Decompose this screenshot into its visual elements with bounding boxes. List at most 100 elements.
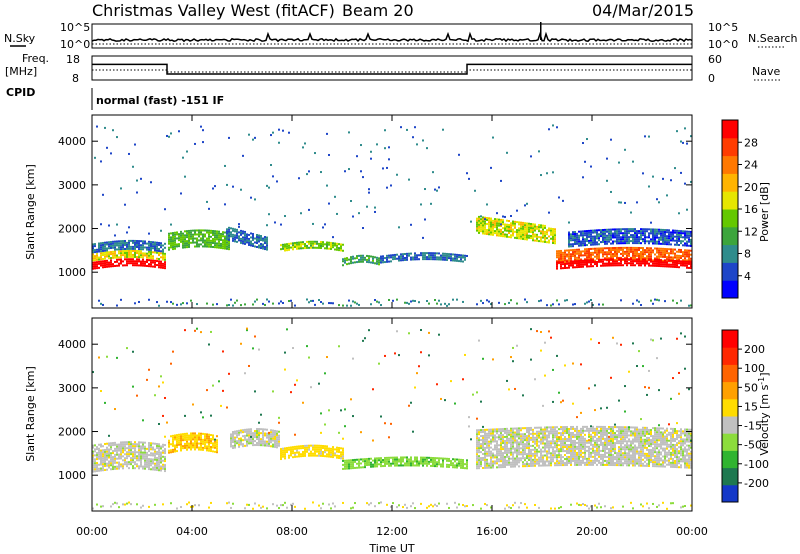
ground-scatter xyxy=(368,503,370,506)
heatmap-cell xyxy=(666,235,668,238)
ground-scatter xyxy=(232,304,234,307)
heatmap-cell xyxy=(480,463,482,466)
ground-scatter xyxy=(556,299,558,302)
heatmap-cell xyxy=(548,235,550,238)
heatmap-scatter xyxy=(390,422,392,425)
heatmap-cell xyxy=(362,260,364,263)
heatmap-cell xyxy=(640,257,642,260)
heatmap-cell xyxy=(130,463,132,466)
heatmap-cell xyxy=(686,259,688,262)
heatmap-cell xyxy=(232,435,234,438)
heatmap-cell xyxy=(434,258,436,261)
heatmap-cell xyxy=(108,245,110,248)
heatmap-cell xyxy=(660,232,662,235)
heatmap-cell xyxy=(570,253,572,256)
ground-scatter xyxy=(560,506,562,509)
heatmap-cell xyxy=(164,458,166,461)
heatmap-cell xyxy=(236,234,238,237)
ground-scatter xyxy=(284,501,286,504)
heatmap-cell xyxy=(168,242,170,245)
heatmap-cell xyxy=(256,246,258,249)
heatmap-cell xyxy=(134,461,136,464)
heatmap-cell xyxy=(544,426,546,429)
ground-scatter xyxy=(464,505,466,508)
heatmap-cell xyxy=(128,247,130,250)
heatmap-cell xyxy=(562,432,564,435)
heatmap-scatter xyxy=(374,210,376,213)
heatmap-cell xyxy=(180,240,182,243)
heatmap-cell xyxy=(540,426,542,429)
heatmap-cell xyxy=(532,432,534,435)
heatmap-scatter xyxy=(170,362,172,365)
heatmap-cell xyxy=(480,431,482,434)
heatmap-cell xyxy=(580,254,582,257)
heatmap-cell xyxy=(344,259,346,262)
heatmap-cell xyxy=(164,456,166,459)
heatmap-cell xyxy=(500,440,502,443)
heatmap-cell xyxy=(664,231,666,234)
heatmap-scatter xyxy=(302,401,304,404)
heatmap-cell xyxy=(278,436,280,439)
heatmap-cell xyxy=(138,242,140,245)
heatmap-cell xyxy=(514,433,516,436)
heatmap-cell xyxy=(664,233,666,236)
heatmap-cell xyxy=(344,257,346,260)
heatmap-cell xyxy=(218,230,220,233)
heatmap-cell xyxy=(558,452,560,455)
heatmap-scatter xyxy=(442,128,444,131)
power-heatmap xyxy=(92,124,692,307)
heatmap-cell xyxy=(556,450,558,453)
heatmap-cell xyxy=(684,232,686,235)
heatmap-cell xyxy=(546,446,548,449)
heatmap-cell xyxy=(248,436,250,439)
heatmap-cell xyxy=(114,242,116,245)
heatmap-cell xyxy=(146,465,148,468)
heatmap-cell xyxy=(118,264,120,267)
ground-scatter xyxy=(378,301,380,304)
heatmap-cell xyxy=(272,435,274,438)
heatmap-cell xyxy=(152,243,154,246)
heatmap-scatter xyxy=(398,226,400,229)
heatmap-cell xyxy=(542,234,544,237)
heatmap-cell xyxy=(114,254,116,257)
heatmap-cell xyxy=(400,462,402,465)
heatmap-scatter xyxy=(240,188,242,191)
heatmap-cell xyxy=(148,246,150,249)
heatmap-cell xyxy=(206,447,208,450)
heatmap-scatter xyxy=(548,128,550,131)
heatmap-scatter xyxy=(372,439,374,442)
heatmap-cell xyxy=(246,434,248,437)
heatmap-cell xyxy=(92,454,94,457)
heatmap-cell xyxy=(228,248,230,251)
heatmap-cell xyxy=(586,234,588,237)
heatmap-cell xyxy=(142,445,144,448)
heatmap-cell xyxy=(476,467,478,470)
heatmap-cell xyxy=(160,467,162,470)
heatmap-cell xyxy=(578,248,580,251)
heatmap-cell xyxy=(492,231,494,234)
heatmap-cell xyxy=(688,244,690,247)
heatmap-cell xyxy=(232,229,234,232)
heatmap-cell xyxy=(582,236,584,239)
heatmap-cell xyxy=(510,222,512,225)
heatmap-cell xyxy=(178,235,180,238)
heatmap-cell xyxy=(672,229,674,232)
heatmap-cell xyxy=(506,453,508,456)
heatmap-cell xyxy=(492,434,494,437)
heatmap-scatter xyxy=(470,220,472,223)
heatmap-cell xyxy=(650,260,652,263)
heatmap-cell xyxy=(654,262,656,265)
heatmap-scatter xyxy=(408,178,410,181)
heatmap-cell xyxy=(382,259,384,262)
heatmap-cell xyxy=(642,257,644,260)
heatmap-cell xyxy=(260,245,262,248)
heatmap-cell xyxy=(632,230,634,233)
heatmap-cell xyxy=(534,227,536,230)
heatmap-cell xyxy=(490,464,492,467)
heatmap-cell xyxy=(580,234,582,237)
heatmap-cell xyxy=(100,455,102,458)
ground-scatter xyxy=(426,299,428,302)
heatmap-cell xyxy=(644,228,646,231)
heatmap-cell xyxy=(660,230,662,233)
heatmap-cell xyxy=(162,467,164,470)
